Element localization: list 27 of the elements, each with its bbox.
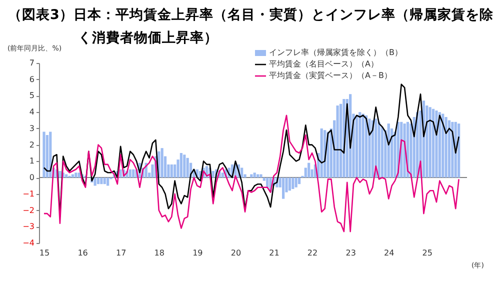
y-tick-label: 3 bbox=[29, 124, 34, 133]
x-tick-label: 15 bbox=[39, 248, 50, 258]
y-tick-label: −4 bbox=[22, 238, 34, 248]
chart-title: （図表3）日本：平均賃金上昇率（名目・実質）とインフレ率（帰属家賃を除く消費者物価上昇率） bbox=[8, 6, 494, 46]
x-tick-label: 23 bbox=[346, 248, 356, 258]
x-tick-label: 18 bbox=[154, 248, 164, 258]
y-tick-label: 0 bbox=[29, 173, 34, 182]
x-tick-label: 25 bbox=[422, 248, 432, 258]
y-tick-label: 5 bbox=[29, 91, 34, 100]
y-tick-label: −2 bbox=[22, 206, 34, 215]
y-tick-label: 7 bbox=[29, 58, 34, 68]
x-tick-label: 19 bbox=[192, 248, 203, 258]
y-tick-label: −3 bbox=[22, 222, 34, 232]
x-tick-label: 20 bbox=[230, 248, 242, 258]
x-tick-label: 17 bbox=[116, 248, 126, 258]
y-tick-label: 4 bbox=[29, 108, 34, 117]
y-tick-label: 1 bbox=[29, 156, 34, 166]
y-tick-label: 2 bbox=[29, 140, 34, 150]
x-tick-label: 22 bbox=[307, 248, 318, 258]
x-tick-label: 21 bbox=[269, 248, 280, 258]
legend-label: 平均賃金（実質ベース）（A－B） bbox=[269, 71, 392, 80]
y-tick-label: −1 bbox=[22, 189, 34, 198]
x-tick-label: 16 bbox=[78, 248, 88, 258]
x-tick-label: 24 bbox=[384, 248, 394, 258]
y-tick-label: 6 bbox=[29, 74, 34, 84]
legend-label: インフレ率（帰属家賃を除く）（B） bbox=[269, 48, 402, 57]
legend-label: 平均賃金（名目ベース）（A） bbox=[269, 60, 378, 68]
